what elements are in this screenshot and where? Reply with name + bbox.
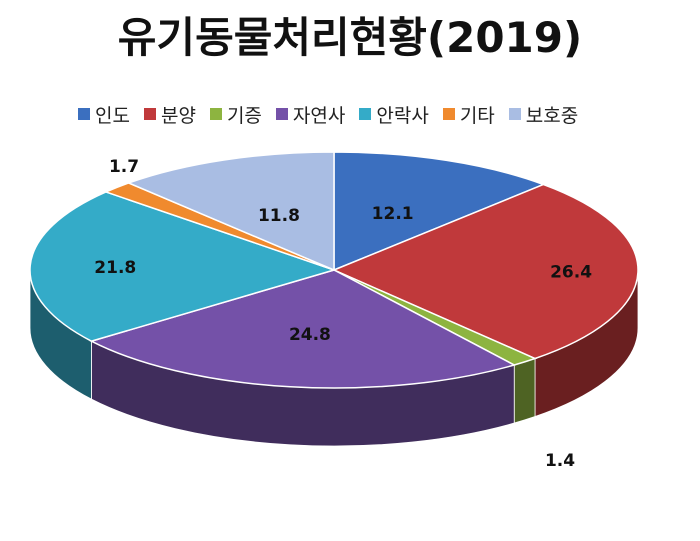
pie-slice xyxy=(126,151,335,272)
pie-data-label: 12.1 xyxy=(372,204,414,224)
pie-data-label: 1.7 xyxy=(109,157,139,177)
legend-item-gita: 기타 xyxy=(442,101,495,128)
legend-swatch xyxy=(78,108,90,120)
pie-data-label: 1.4 xyxy=(545,451,575,471)
pie-slice xyxy=(332,183,639,360)
pie-slice xyxy=(29,191,337,342)
chart-legend: 인도 분양 기증 자연사 안락사 기타 보호중 xyxy=(78,101,688,127)
legend-item-gijeung: 기증 xyxy=(209,101,262,128)
legend-swatch xyxy=(508,108,521,120)
pie-data-label: 11.8 xyxy=(258,206,300,226)
legend-item-bohojung: 보호중 xyxy=(508,101,579,128)
pie-slice xyxy=(89,269,517,389)
legend-label: 인도 xyxy=(95,104,130,127)
legend-swatch xyxy=(143,108,156,120)
legend-label: 안락사 xyxy=(376,104,429,127)
legend-label: 보호중 xyxy=(525,104,579,127)
legend-item-anraksa: 안락사 xyxy=(359,101,429,128)
pie-sides xyxy=(29,269,639,447)
legend-swatch xyxy=(359,108,372,120)
legend-label: 분양 xyxy=(160,104,196,127)
pie-slice-side xyxy=(513,357,536,424)
legend-swatch xyxy=(442,108,455,120)
legend-label: 기증 xyxy=(226,104,262,127)
legend-item-jayeonsa: 자연사 xyxy=(275,101,346,128)
pie-data-labels: 12.1 26.4 1.4 24.8 21.8 1.7 11.8 xyxy=(94,157,592,471)
pie-data-label: 24.8 xyxy=(289,325,331,345)
legend-label: 자연사 xyxy=(292,104,346,127)
legend-label: 기타 xyxy=(459,104,495,127)
legend-swatch xyxy=(209,108,222,120)
chart-title: 유기동물처리현황(2019) xyxy=(117,13,583,62)
pie-slice xyxy=(333,151,546,272)
pie-data-label: 26.4 xyxy=(550,263,592,283)
legend-swatch xyxy=(275,108,288,120)
pie-data-label: 21.8 xyxy=(94,258,136,278)
pie-slices xyxy=(29,151,639,389)
legend-item-bunyang: 분양 xyxy=(143,101,196,128)
legend-item-indo: 인도 xyxy=(78,101,130,128)
